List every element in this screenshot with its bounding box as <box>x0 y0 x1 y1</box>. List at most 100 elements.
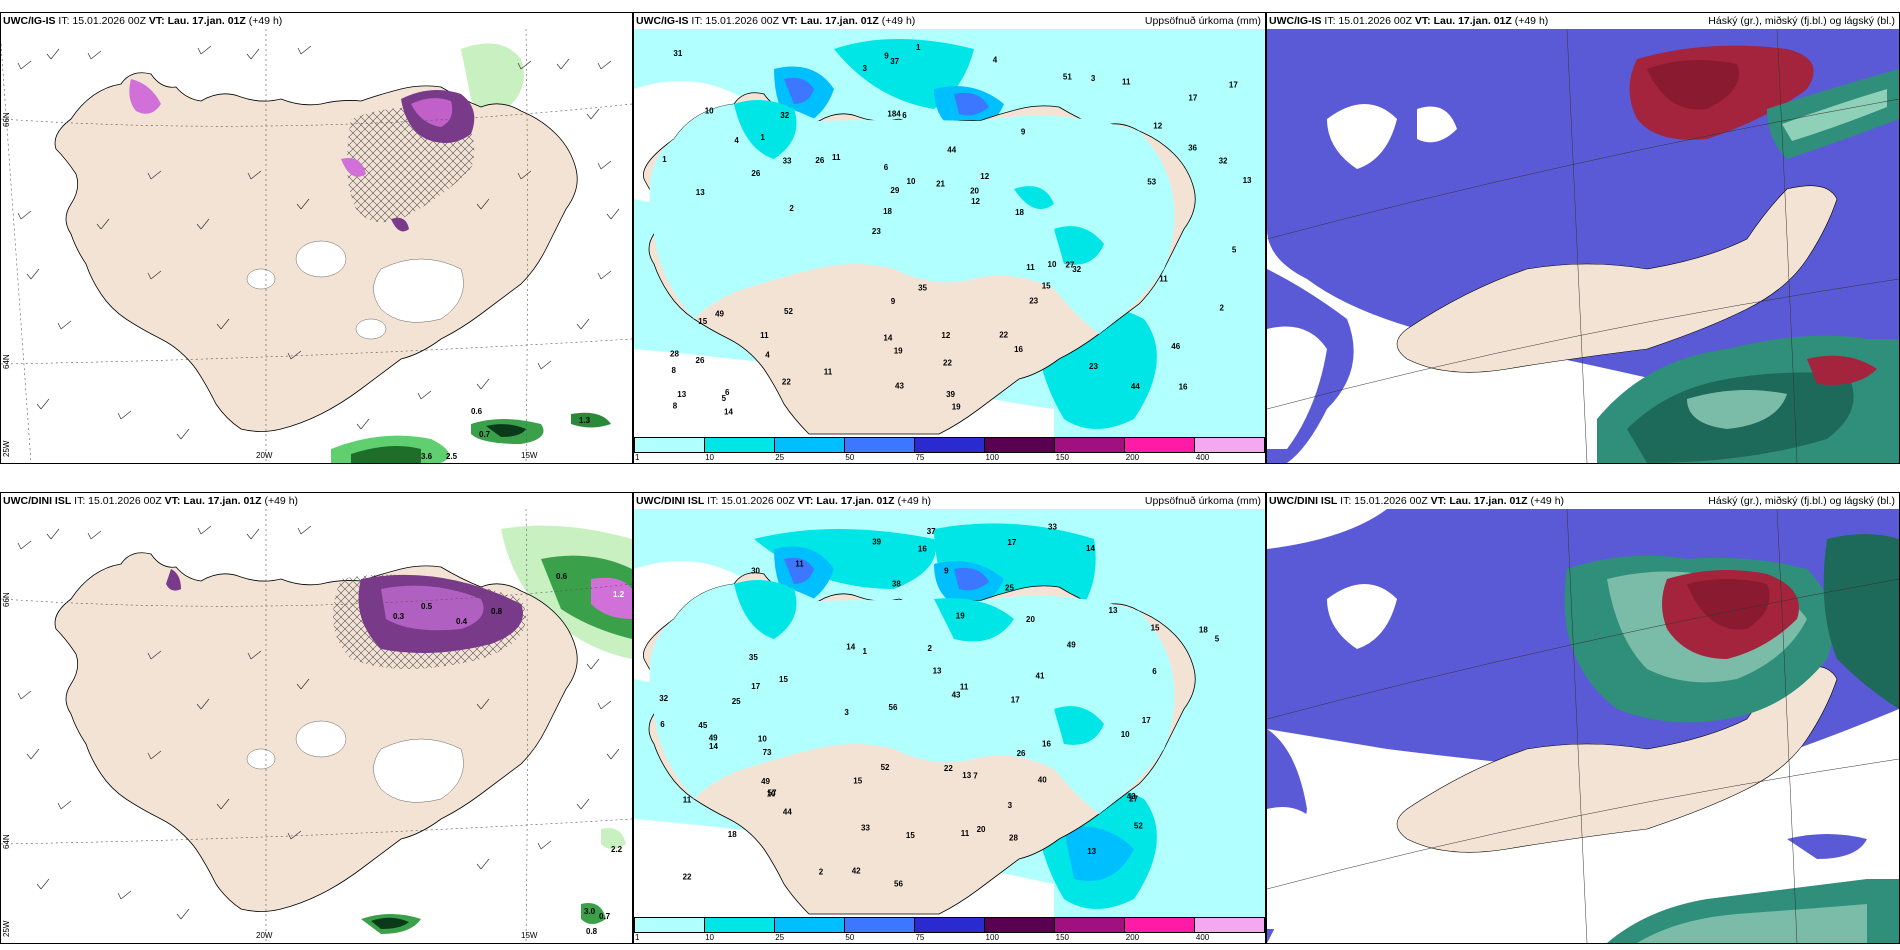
colorbar-box <box>705 918 775 932</box>
precip-value: 21 <box>936 180 945 189</box>
precip-value: 17 <box>1142 716 1151 725</box>
precip-value: 3 <box>1008 801 1013 810</box>
precip-value: 27 <box>1066 260 1075 269</box>
precip-value: 35 <box>749 653 758 662</box>
panel-title: UWC/DINI ISL IT: 15.01.2026 00Z VT: Lau.… <box>1267 493 1899 509</box>
precip-value: 32 <box>659 694 668 703</box>
colorbar-tick: 50 <box>845 933 855 942</box>
model-name: UWC/IG-IS <box>1269 15 1322 27</box>
precip-value: 10 <box>767 790 776 799</box>
colorbar-box <box>775 438 845 452</box>
valid-time: VT: Lau. 17.jan. 01Z <box>148 15 246 27</box>
precip-value: 16 <box>1179 382 1188 391</box>
valid-time: VT: Lau. 17.jan. 01Z <box>781 15 879 27</box>
precip-value: 18 <box>728 830 737 839</box>
precip-values: 1613172396184444911846123210371311361814… <box>662 43 1252 416</box>
precip-value: 15 <box>698 317 707 326</box>
colorbar-tick: 10 <box>705 453 715 462</box>
lat-label: 64N <box>2 354 11 369</box>
colorbar-tick: 50 <box>845 453 855 462</box>
colorbar-tick: 10 <box>705 933 715 942</box>
lead-time: (+49 h) <box>248 15 283 27</box>
precip-value: 11 <box>683 795 692 804</box>
precip-label: 0.8 <box>491 607 503 616</box>
precip-value: 28 <box>1009 834 1018 843</box>
wind-panel-bottom: UWC/DINI ISL IT: 15.01.2026 00Z VT: Lau.… <box>0 492 633 944</box>
precip-value: 46 <box>1171 342 1180 351</box>
colorbar-box <box>915 438 985 452</box>
precip-value: 13 <box>677 390 686 399</box>
init-time: IT: 15.01.2026 00Z <box>58 15 146 27</box>
colorbar-box <box>1055 438 1125 452</box>
precip-value: 10 <box>758 735 767 744</box>
precip-label: 0.7 <box>479 430 491 439</box>
precip-value: 3 <box>844 708 849 717</box>
panel-title: UWC/IG-IS IT: 15.01.2026 00Z VT: Lau. 17… <box>634 13 1265 29</box>
precip-value: 14 <box>846 643 855 652</box>
precip-value: 13 <box>962 771 971 780</box>
colorbar-box <box>1195 918 1264 932</box>
precip-value: 9 <box>891 297 896 306</box>
colorbar-box <box>845 438 915 452</box>
colorbar-tick: 25 <box>775 453 785 462</box>
precip-value: 32 <box>1072 265 1081 274</box>
precip-value: 25 <box>1005 583 1014 592</box>
cloud-map <box>1267 29 1899 463</box>
precip-value: 11 <box>1026 263 1035 272</box>
panel-title: UWC/DINI ISL IT: 15.01.2026 00Z VT: Lau.… <box>1 493 632 509</box>
precip-value: 49 <box>715 309 724 318</box>
cloud-title: Háský (gr.), miðský (fj.bl.) og lágský (… <box>1708 495 1895 507</box>
precip-value: 22 <box>944 764 953 773</box>
valid-time: VT: Lau. 17.jan. 01Z <box>1414 15 1512 27</box>
precip-value: 49 <box>761 777 770 786</box>
colorbar-tick: 100 <box>985 933 999 942</box>
model-name: UWC/IG-IS <box>636 15 689 27</box>
precip-value: 44 <box>947 146 956 155</box>
colorbar-boxes <box>634 437 1265 453</box>
precip-value: 12 <box>1153 121 1162 130</box>
precip-label: 0.6 <box>471 407 483 416</box>
precip-value: 13 <box>1109 606 1118 615</box>
lon-label: 15W <box>521 931 538 940</box>
iceland-land <box>1396 185 1838 373</box>
lon-label: 20W <box>256 451 273 460</box>
precip-value: 26 <box>1017 749 1026 758</box>
precip-value: 14 <box>883 334 892 343</box>
precip-value: 23 <box>872 227 881 236</box>
precip-value: 42 <box>852 867 861 876</box>
precip-value: 22 <box>683 873 692 882</box>
precip-value: 23 <box>1029 296 1038 305</box>
colorbar-tick: 400 <box>1195 453 1210 462</box>
precip-value: 18 <box>1015 208 1024 217</box>
model-name: UWC/DINI ISL <box>1269 495 1338 507</box>
precip-value: 6 <box>660 720 665 729</box>
precip-value: 2 <box>789 204 794 213</box>
precip-value: 33 <box>783 157 792 166</box>
lat-label: 66N <box>2 592 11 607</box>
precip-value: 11 <box>760 331 769 340</box>
panel-title: UWC/IG-IS IT: 15.01.2026 00Z VT: Lau. 17… <box>1 13 632 29</box>
precip-value: 15 <box>1151 623 1160 632</box>
init-time: IT: 15.01.2026 00Z <box>1324 15 1412 27</box>
precip-label: 3.0 <box>584 907 596 916</box>
precip-value: 57 <box>768 789 777 798</box>
light-precip-area <box>461 43 524 113</box>
lon-label: 15W <box>521 451 538 460</box>
wind-barbs <box>17 525 620 920</box>
cloud-map <box>1267 509 1899 943</box>
precip-title: Uppsöfnuð úrkoma (mm) <box>1144 15 1261 27</box>
colorbar-tick: 1 <box>635 933 640 942</box>
precip-value: 41 <box>1036 671 1045 680</box>
precip-value: 12 <box>980 172 989 181</box>
precip-value: 8 <box>673 401 678 410</box>
precip-panel-bottom: UWC/DINI ISL IT: 15.01.2026 00Z VT: Lau.… <box>633 492 1266 944</box>
precip-value: 6 <box>884 163 889 172</box>
precip-value: 1 <box>863 647 868 656</box>
precip-value: 13 <box>933 666 942 675</box>
precip-value: 11 <box>960 683 969 692</box>
precip-value: 22 <box>999 330 1008 339</box>
precip-value: 18 <box>883 207 892 216</box>
colorbar: 1 10 25 50 75 100 150 200 400 <box>634 437 1265 463</box>
colorbar-box <box>1055 918 1125 932</box>
lat-label: 64N <box>2 834 11 849</box>
